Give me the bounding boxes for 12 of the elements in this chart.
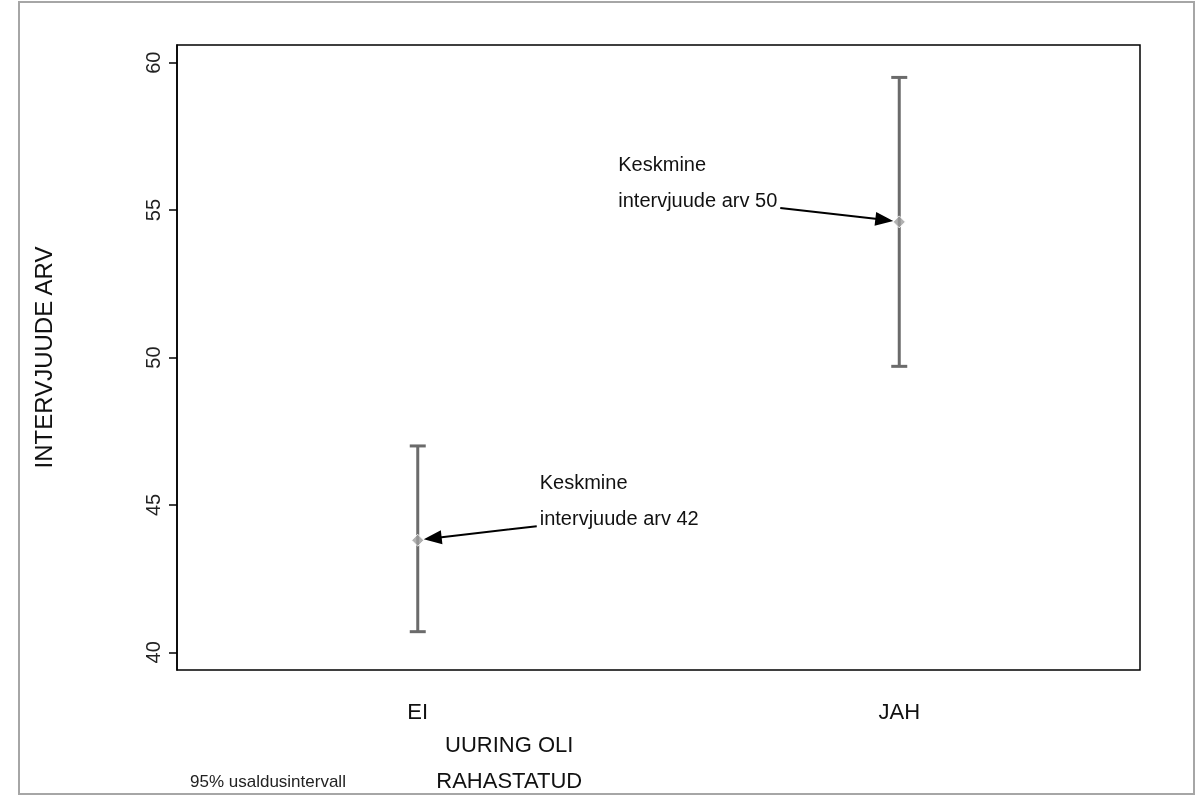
text: 95% usaldusintervall [190,771,346,791]
annotation: Keskmine intervjuude arv 42 [539,471,699,530]
y-axis-title: INTERVJUUDE ARV [29,246,57,469]
y-tick-label: 40 [142,641,164,664]
y-tick-label: 55 [142,198,164,222]
x-tick-label: JAH [878,698,921,724]
y-tick-label: 45 [142,493,164,517]
annotation: Keskmine intervjuude arv 50 [618,152,778,211]
x-tick-label: EI [407,698,429,724]
y-tick-label: 60 [142,51,164,74]
y-tick-label: 50 [142,346,164,369]
x-axis-title: UURING OLI RAHASTATUD [436,731,583,793]
